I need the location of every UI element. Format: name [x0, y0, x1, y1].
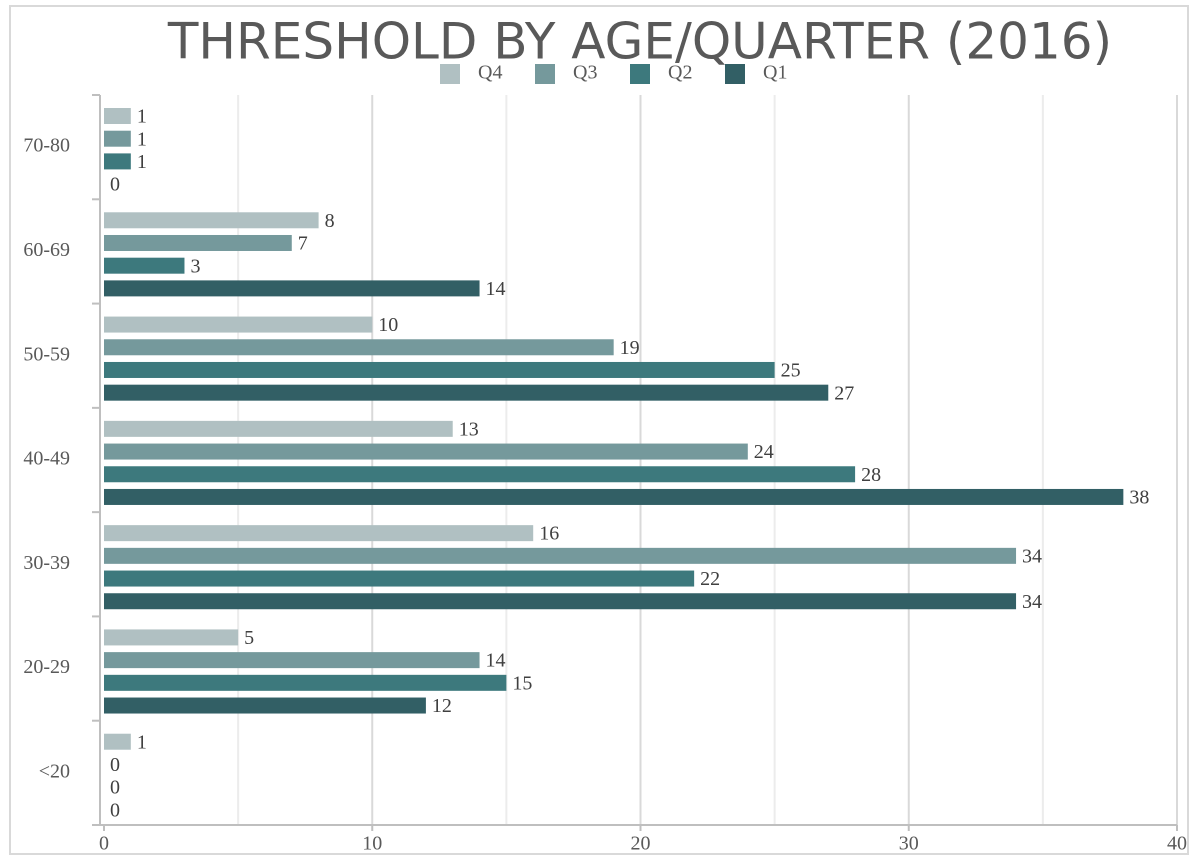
y-tick-label: 70-80: [23, 135, 70, 157]
bar: [104, 420, 453, 437]
y-tick-label: 40-49: [23, 448, 70, 470]
value-label: 0: [110, 754, 120, 776]
value-label: 10: [378, 314, 398, 336]
x-tick-label: 40: [1167, 833, 1187, 855]
chart-title: THRESHOLD BY AGE/QUARTER (2016): [167, 13, 1112, 71]
bar: [104, 316, 373, 333]
value-label: 7: [298, 233, 308, 255]
value-label: 8: [325, 210, 335, 232]
bar: [104, 108, 131, 124]
value-label: 5: [244, 627, 254, 649]
bar: [104, 593, 1017, 610]
y-tick-label: 20-29: [23, 656, 70, 678]
y-tick-label: 30-39: [23, 552, 70, 574]
bar: [104, 629, 239, 646]
value-label: 28: [861, 464, 881, 486]
x-tick-label: 20: [631, 833, 651, 855]
value-label: 19: [620, 337, 640, 359]
bar: [104, 547, 1017, 564]
x-tick-label: 30: [899, 833, 919, 855]
bar: [104, 153, 131, 170]
bar: [104, 652, 480, 669]
value-label: 34: [1022, 545, 1042, 567]
x-tick-label: 10: [362, 833, 382, 855]
value-label: 1: [137, 731, 147, 753]
legend-label: Q4: [478, 62, 502, 84]
bar: [104, 234, 292, 251]
bar: [104, 488, 1124, 505]
legend-label: Q3: [573, 62, 597, 84]
y-tick-label: 60-69: [23, 239, 70, 261]
bar: [104, 130, 131, 147]
bar: [104, 525, 534, 542]
value-label: 16: [539, 523, 559, 545]
y-tick-label: 50-59: [23, 343, 70, 365]
value-label: 1: [137, 128, 147, 150]
bar: [104, 674, 507, 691]
value-label: 1: [137, 106, 147, 128]
legend-label: Q2: [668, 62, 692, 84]
bar: [104, 280, 480, 297]
value-label: 15: [512, 672, 532, 694]
value-label: 25: [781, 360, 801, 382]
legend-swatch: [440, 64, 460, 84]
bar: [104, 466, 856, 483]
value-label: 24: [754, 441, 774, 463]
legend-swatch: [535, 64, 555, 84]
bar: [104, 361, 775, 378]
x-tick-label: 0: [99, 833, 109, 855]
value-label: 14: [486, 278, 506, 300]
bar: [104, 570, 695, 587]
value-label: 34: [1022, 591, 1042, 613]
value-label: 0: [110, 777, 120, 799]
bar: [104, 212, 319, 229]
legend-label: Q1: [763, 62, 787, 84]
bar: [104, 733, 131, 750]
value-label: 14: [486, 650, 506, 672]
value-label: 1: [137, 151, 147, 173]
bar: [104, 697, 426, 714]
legend-swatch: [630, 64, 650, 84]
bar: [104, 443, 748, 460]
value-label: 22: [700, 568, 720, 590]
value-label: 0: [110, 174, 120, 196]
bar: [104, 384, 829, 401]
value-label: 27: [834, 382, 854, 404]
chart-border: [9, 5, 1189, 855]
bar: [104, 257, 185, 274]
value-label: 13: [459, 418, 479, 440]
y-tick-label: <20: [39, 760, 70, 782]
value-label: 3: [190, 255, 200, 277]
value-label: 38: [1129, 487, 1149, 509]
bar: [104, 339, 614, 356]
value-label: 0: [110, 799, 120, 821]
legend-swatch: [725, 64, 745, 84]
value-label: 12: [432, 695, 452, 717]
